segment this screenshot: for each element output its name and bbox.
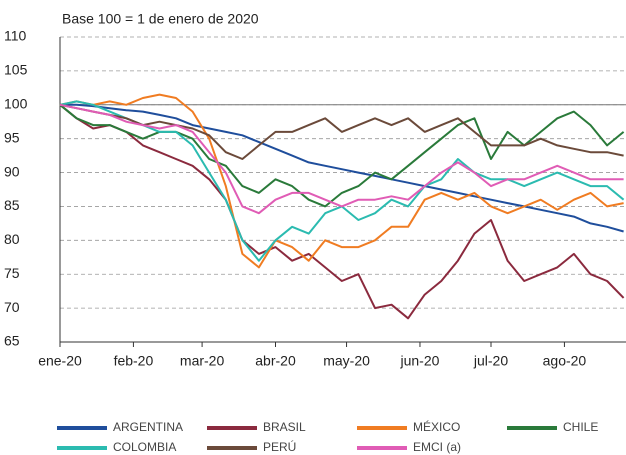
legend-label: COLOMBIA: [113, 440, 176, 454]
y-tick-label: 75: [4, 265, 20, 281]
x-tick-label: jul-20: [473, 353, 508, 369]
x-tick-label: jun-20: [400, 353, 440, 369]
x-tick-label: may-20: [323, 353, 370, 369]
legend-label: BRASIL: [263, 420, 306, 434]
series-line: [59, 93, 624, 269]
series-line: [59, 103, 624, 215]
y-tick-label: 65: [4, 333, 20, 349]
y-tick-label: 70: [4, 299, 20, 315]
series-line: [59, 103, 624, 160]
series-line: [59, 104, 625, 320]
series-line: [60, 103, 624, 233]
x-tick-label: ene-20: [38, 353, 82, 369]
x-tick-label: mar-20: [180, 353, 225, 369]
legend-label: MÉXICO: [413, 419, 460, 434]
y-tick-label: 85: [4, 197, 20, 213]
y-tick-label: 80: [4, 231, 20, 247]
legend: ARGENTINA BRASIL MÉXICO CHILE COLOMBIA PERÚ EM…: [57, 419, 598, 454]
legend-label: EMCI (a): [413, 440, 461, 454]
y-tick-label: 105: [4, 62, 28, 78]
legend-label: ARGENTINA: [113, 420, 183, 434]
x-tick-label: abr-20: [255, 353, 296, 369]
chart-subtitle: Base 100 = 1 de enero de 2020: [62, 11, 259, 27]
x-tick-label: feb-20: [114, 353, 154, 369]
series-line: [59, 104, 625, 208]
y-tick-label: 110: [4, 28, 27, 44]
y-tick-label: 100: [4, 95, 28, 111]
legend-label: CHILE: [563, 420, 598, 434]
x-tick-label: ago-20: [543, 353, 587, 369]
legend-label: PERÚ: [263, 439, 296, 454]
y-tick-label: 95: [4, 129, 20, 145]
y-tick-label: 90: [4, 163, 20, 179]
